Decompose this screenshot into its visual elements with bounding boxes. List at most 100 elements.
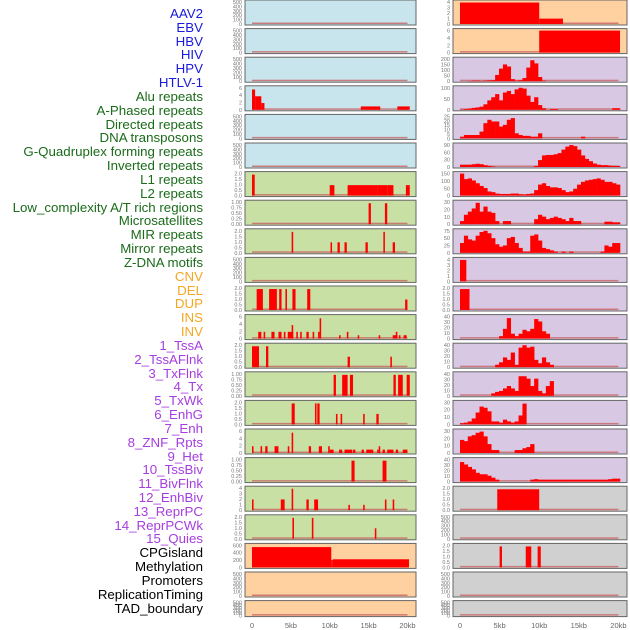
signal-bar xyxy=(405,299,408,310)
signal-bar xyxy=(518,194,523,196)
signal-bar xyxy=(549,187,554,196)
signal-bar xyxy=(596,164,601,167)
signal-bar xyxy=(573,221,578,225)
y-tick-label: 4 xyxy=(447,36,450,42)
y-tick-label: 25 xyxy=(444,243,450,249)
track-label-list: AAV2 EBV HBV HIV HPV HTLV-1 Alu repeats A-Phase… xyxy=(0,7,203,615)
signal-bar xyxy=(538,105,543,110)
signal-bar xyxy=(534,319,539,339)
y-tick-label: 500 xyxy=(233,257,242,263)
signal-bar xyxy=(499,126,504,139)
y-tick-label: 0 xyxy=(239,451,242,457)
signal-bar xyxy=(569,217,574,225)
signal-bar xyxy=(588,161,593,167)
y-tick-label: 0.0 xyxy=(442,508,450,514)
signal-bar xyxy=(475,432,480,453)
y-tick-label: 0 xyxy=(239,165,242,171)
track-label: 3_TxFlnk xyxy=(148,365,203,381)
signal-bar xyxy=(479,211,484,225)
y-tick-label: 200 xyxy=(233,128,242,134)
signal-bar xyxy=(333,374,336,396)
signal-bar xyxy=(479,106,484,110)
signal-bar xyxy=(374,185,378,196)
signal-bar xyxy=(463,441,469,453)
y-tick-label: 2 xyxy=(447,268,450,274)
y-tick-label: 500 xyxy=(233,143,242,149)
signal-bar xyxy=(363,504,365,511)
y-tick-label: 6 xyxy=(239,86,242,92)
y-tick-label: 90 xyxy=(444,143,450,149)
signal-bar xyxy=(261,103,265,110)
track-label: Inverted repeats xyxy=(106,158,203,174)
signal-bar xyxy=(506,359,512,368)
y-tick-label: 0.0 xyxy=(234,251,242,257)
baseline xyxy=(252,594,408,596)
signal-bar xyxy=(271,331,275,339)
panel-background xyxy=(244,199,417,226)
signal-bar xyxy=(514,80,519,82)
signal-bar xyxy=(600,179,605,196)
y-tick-label: 1.5 xyxy=(442,549,450,555)
signal-bar xyxy=(530,193,535,196)
y-tick-label: 1.0 xyxy=(442,497,450,503)
signal-bar xyxy=(387,449,394,453)
y-tick-label: 1.5 xyxy=(234,349,242,355)
y-tick-label: 50 xyxy=(444,74,450,80)
signal-bar xyxy=(530,136,535,139)
signal-bar xyxy=(612,183,617,196)
y-tick-label: 0 xyxy=(239,337,242,343)
signal-bar xyxy=(471,164,476,167)
signal-bar xyxy=(549,364,554,368)
signal-bar xyxy=(269,289,277,310)
signal-bar xyxy=(534,63,539,82)
y-tick-label: 400 xyxy=(233,62,242,68)
signal-bar xyxy=(307,289,311,310)
signal-bar xyxy=(616,108,621,110)
signal-bar xyxy=(522,448,527,453)
signal-bar xyxy=(580,136,586,139)
y-tick-label: 1.5 xyxy=(442,492,450,498)
y-tick-label: 300 xyxy=(233,66,242,72)
signal-bar xyxy=(530,386,535,396)
signal-bar xyxy=(319,318,322,339)
signal-bar xyxy=(545,386,551,396)
signal-bar xyxy=(487,165,492,167)
signal-bar xyxy=(405,185,410,196)
y-tick-label: 20 xyxy=(444,119,450,125)
y-tick-label: 50 xyxy=(444,97,450,103)
y-tick-label: 0.75 xyxy=(231,206,242,212)
y-tick-label: 150 xyxy=(441,63,450,69)
y-tick-label: 2 xyxy=(447,11,450,17)
signal-bar xyxy=(499,336,504,339)
signal-bar xyxy=(616,184,621,196)
signal-bar xyxy=(534,479,539,482)
signal-bar xyxy=(353,449,356,453)
track-label: EBV xyxy=(176,19,203,35)
signal-bar xyxy=(514,390,519,396)
y-tick-label: 400 xyxy=(233,4,242,10)
signal-bar xyxy=(471,240,476,253)
signal-bar xyxy=(467,239,473,253)
signal-bar xyxy=(577,221,582,225)
y-tick-label: 0 xyxy=(447,279,450,285)
signal-bar xyxy=(526,95,531,110)
y-tick-label: 10 xyxy=(444,444,450,450)
y-tick-label: 5 xyxy=(447,132,450,138)
signal-bar xyxy=(549,154,554,167)
panel-background xyxy=(244,600,417,618)
panel-background xyxy=(244,399,417,426)
track-label: 4_Tx xyxy=(173,379,203,395)
signal-bar xyxy=(553,109,558,110)
y-tick-label: 1.0 xyxy=(234,411,242,417)
signal-bar xyxy=(569,251,574,253)
signal-bar xyxy=(600,165,605,167)
y-tick-label: 30 xyxy=(444,158,450,164)
signal-bar xyxy=(545,219,551,225)
signal-bar xyxy=(534,234,539,253)
signal-bar xyxy=(596,479,601,482)
y-tick-label: 30 xyxy=(444,400,450,406)
signal-bar xyxy=(291,403,295,425)
y-tick-label: 10 xyxy=(444,415,450,421)
y-tick-label: 40 xyxy=(444,315,450,321)
signal-bar xyxy=(460,423,465,425)
